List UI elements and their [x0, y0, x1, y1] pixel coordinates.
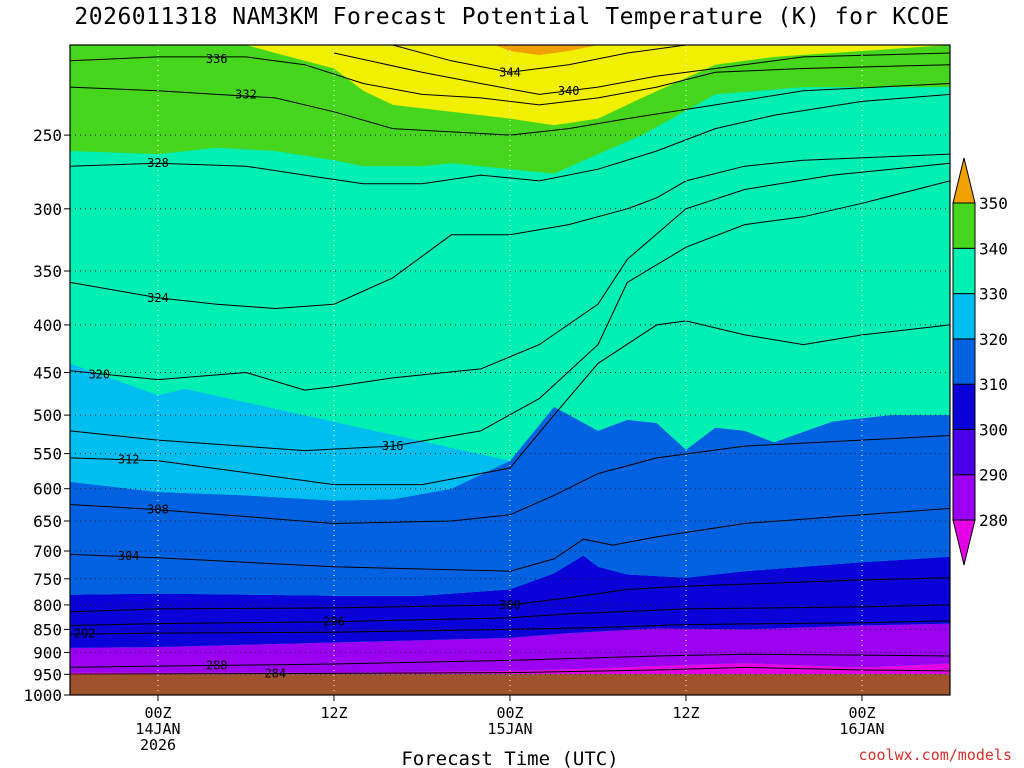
x-tick-label-0-1: 14JAN — [135, 720, 180, 738]
colorbar-label-300: 300 — [979, 420, 1008, 439]
colorbar-label-330: 330 — [979, 285, 1008, 304]
colorbar-segment-340 — [952, 202, 976, 249]
contour-308 — [70, 435, 950, 525]
colorbar-label-280: 280 — [979, 511, 1008, 530]
contour-label-304: 304 — [118, 549, 140, 563]
contour-284 — [70, 666, 950, 675]
colorbar-segment-320 — [952, 293, 976, 340]
x-tick-label-24-0: 00Z — [496, 704, 523, 722]
y-tick-label-550: 550 — [33, 445, 62, 464]
grid-lines — [70, 45, 950, 695]
contour-label-316: 316 — [382, 439, 404, 453]
contour-336 — [70, 56, 950, 106]
contour-296 — [70, 604, 950, 626]
colorbar-high-arrow — [952, 157, 976, 204]
y-tick-label-600: 600 — [33, 480, 62, 499]
y-tick-label-1000: 1000 — [23, 686, 62, 705]
x-tick-label-12-0: 12Z — [320, 704, 347, 722]
contour-label-300: 300 — [499, 598, 521, 612]
x-tick-label-0-0: 00Z — [144, 704, 171, 722]
y-tick-label-750: 750 — [33, 570, 62, 589]
colorbar-segment-310 — [952, 338, 976, 385]
x-tick-label-48-1: 16JAN — [839, 720, 884, 738]
contour-344 — [392, 45, 687, 73]
colorbar-segment-300 — [952, 383, 976, 430]
y-tick-label-500: 500 — [33, 406, 62, 425]
colorbar-label-350: 350 — [979, 194, 1008, 213]
contour-288 — [70, 653, 950, 668]
contour-label-340: 340 — [558, 84, 580, 98]
y-tick-label-400: 400 — [33, 316, 62, 335]
x-tick-label-36-0: 12Z — [672, 704, 699, 722]
contour-label-324: 324 — [147, 291, 169, 305]
contour-324 — [70, 153, 950, 310]
x-tick-label-48-0: 00Z — [848, 704, 875, 722]
colorbar-segment-330 — [952, 247, 976, 295]
contour-332 — [70, 83, 950, 136]
x-tick-label-0-2: 2026 — [140, 736, 176, 754]
colorbar-low-arrow — [952, 519, 976, 566]
x-tick-label-24-1: 15JAN — [487, 720, 532, 738]
ground-surface — [70, 674, 950, 695]
plot-area: 284 288 292 296 300 304 308 312 316 320 324 328 332 3… — [70, 45, 950, 695]
colorbar-label-310: 310 — [979, 375, 1008, 394]
band-350+ — [495, 45, 598, 55]
y-axis: 250 300 350 400 450 500 550 600 650 700 750 800 850 9… — [23, 126, 70, 705]
colorbar: 280 290 300 310 320 330 340 350 — [952, 157, 1008, 566]
contour-316 — [70, 180, 950, 452]
contour-label-328: 328 — [147, 156, 169, 170]
contour-label-344: 344 — [499, 65, 521, 79]
y-tick-label-900: 900 — [33, 643, 62, 662]
band-280-290 — [70, 623, 950, 673]
contour-328 — [70, 93, 950, 185]
y-tick-label-300: 300 — [33, 200, 62, 219]
colorbar-segment-280 — [952, 474, 976, 521]
contour-label-308: 308 — [147, 503, 169, 517]
contour-340 — [333, 52, 950, 95]
colorbar-label-340: 340 — [979, 239, 1008, 258]
credit-text[interactable]: coolwx.com/models — [858, 746, 1012, 764]
y-tick-label-650: 650 — [33, 512, 62, 531]
contour-label-292: 292 — [74, 627, 96, 641]
chart-title: 2026011318 NAM3KM Forecast Potential Tem… — [74, 4, 950, 30]
contour-312 — [70, 320, 950, 486]
contour-label-296: 296 — [323, 615, 345, 629]
y-tick-label-350: 350 — [33, 262, 62, 281]
colorbar-label-320: 320 — [979, 330, 1008, 349]
y-tick-label-800: 800 — [33, 596, 62, 615]
contour-lines — [70, 45, 950, 675]
contour-labels: 284 288 292 296 300 304 308 312 316 320 324 328 332 3… — [74, 52, 580, 681]
surface-layer — [70, 674, 950, 695]
y-tick-label-850: 850 — [33, 620, 62, 639]
y-tick-label-950: 950 — [33, 665, 62, 684]
contour-300 — [70, 577, 950, 613]
colorbar-label-290: 290 — [979, 466, 1008, 485]
contour-292 — [70, 620, 950, 635]
contour-label-312: 312 — [118, 452, 140, 466]
contour-label-332: 332 — [235, 87, 257, 101]
contour-320 — [70, 162, 950, 391]
contour-label-288: 288 — [206, 659, 228, 673]
x-axis-title: Forecast Time (UTC) — [401, 748, 618, 768]
band-280 — [70, 663, 950, 675]
y-tick-label-700: 700 — [33, 542, 62, 561]
contour-label-284: 284 — [264, 666, 286, 680]
y-tick-label-450: 450 — [33, 364, 62, 383]
contour-304 — [70, 507, 950, 572]
band-340-350 — [246, 45, 950, 126]
contour-label-336: 336 — [206, 52, 228, 66]
band-320-330 — [70, 151, 950, 461]
contour-label-320: 320 — [88, 367, 110, 381]
y-tick-label-250: 250 — [33, 126, 62, 145]
colorbar-segment-290 — [952, 428, 976, 476]
